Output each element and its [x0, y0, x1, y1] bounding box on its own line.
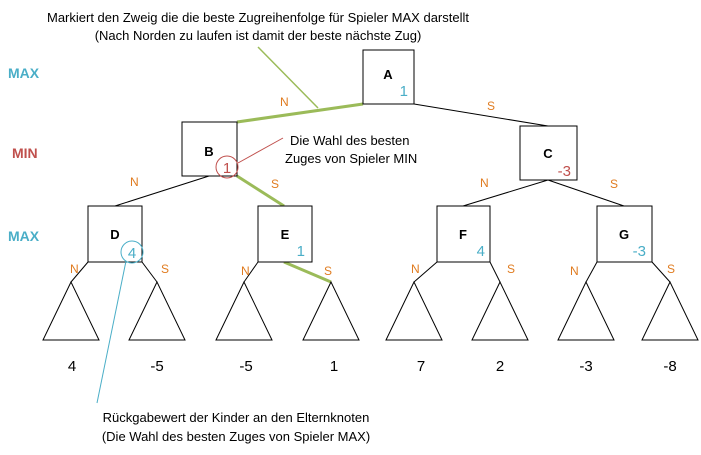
subtree-triangle-7 [557, 280, 615, 341]
node-g: G -3 [596, 205, 653, 263]
dir-f-south: S [507, 262, 515, 276]
annotation-min-line1: Die Wahl des besten [290, 133, 409, 148]
node-g-value: -3 [633, 243, 646, 260]
node-b-value-circle [215, 155, 239, 179]
edge-c-f [462, 179, 549, 207]
leaf-value: -5 [150, 358, 163, 375]
subtree-triangle-2 [128, 280, 186, 341]
node-f-value: 4 [477, 243, 485, 260]
edge-g-north [585, 261, 598, 283]
node-a-label: A [383, 67, 393, 82]
node-c: C -3 [519, 125, 578, 181]
level-label-max-bottom: MAX [8, 228, 40, 244]
dir-e-north: N [241, 264, 250, 278]
leaf-value: 7 [417, 358, 425, 375]
subtree-triangle-4 [302, 280, 360, 341]
node-c-label: C [543, 146, 553, 161]
leaf-value: 4 [68, 358, 76, 375]
dir-g-north: N [570, 264, 579, 278]
node-a-value: 1 [400, 83, 408, 100]
node-g-label: G [619, 227, 629, 242]
dir-e-south: S [324, 264, 332, 278]
node-a: A 1 [362, 49, 415, 105]
level-label-min: MIN [12, 145, 38, 161]
annotation-return-pointer [96, 260, 127, 404]
node-f: F 4 [436, 205, 491, 263]
dir-f-north: N [411, 262, 420, 276]
dir-c-south: S [610, 177, 618, 191]
annotation-return-line2: (Die Wahl des besten Zuges von Spieler M… [102, 429, 370, 444]
edge-a-c [413, 103, 549, 127]
annotation-min-line2: Zuges von Spieler MIN [285, 151, 417, 166]
edge-f-south [489, 261, 501, 283]
edge-f-north [413, 261, 438, 283]
edge-e-south-best [283, 260, 332, 284]
leaf-value: -3 [579, 358, 592, 375]
dir-d-south: S [161, 262, 169, 276]
node-d: D [87, 205, 143, 263]
dir-a-north: N [280, 95, 289, 109]
subtree-triangle-6 [471, 280, 529, 341]
edge-d-south [141, 261, 158, 283]
edge-c-g [547, 179, 625, 207]
node-b-value: 1 [223, 160, 231, 177]
annotation-best-branch-line1: Markiert den Zweig die die beste Zugreih… [47, 10, 469, 25]
edge-g-south [651, 261, 671, 283]
leaf-value: 1 [330, 358, 338, 375]
node-d-label: D [110, 227, 119, 242]
edge-d-north [70, 261, 89, 283]
node-d-value-circle [120, 240, 144, 264]
node-e-value: 1 [297, 243, 305, 260]
level-label-max-top: MAX [8, 65, 40, 81]
node-b: B [181, 121, 238, 177]
node-c-value: -3 [558, 163, 571, 180]
annotation-best-branch-pointer [257, 46, 319, 109]
node-e: E 1 [257, 205, 313, 263]
subtree-triangle-8 [641, 280, 699, 341]
dir-c-north: N [480, 176, 489, 190]
leaf-value: -8 [663, 358, 676, 375]
annotation-best-branch-line2: (Nach Norden zu laufen ist damit der bes… [95, 28, 422, 43]
edge-b-d [114, 175, 210, 207]
subtree-triangle-1 [42, 280, 100, 341]
dir-d-north: N [70, 262, 79, 276]
node-e-label: E [281, 227, 290, 242]
dir-g-south: S [667, 262, 675, 276]
node-d-value: 4 [128, 245, 136, 262]
edge-b-e-best [236, 174, 285, 208]
subtree-triangle-5 [385, 280, 443, 341]
dir-a-south: S [487, 99, 495, 113]
dir-b-north: N [130, 175, 139, 189]
node-f-label: F [459, 227, 467, 242]
dir-b-south: S [271, 177, 279, 191]
node-b-label: B [204, 144, 213, 159]
edge-a-b-best [236, 102, 364, 124]
edge-e-north [243, 261, 259, 283]
subtree-triangle-3 [215, 280, 273, 341]
leaf-value: -5 [239, 358, 252, 375]
annotation-min-pointer [237, 137, 284, 164]
annotation-return-line1: Rückgabewert der Kinder an den Elternkno… [103, 410, 370, 425]
leaf-value: 2 [496, 358, 504, 375]
